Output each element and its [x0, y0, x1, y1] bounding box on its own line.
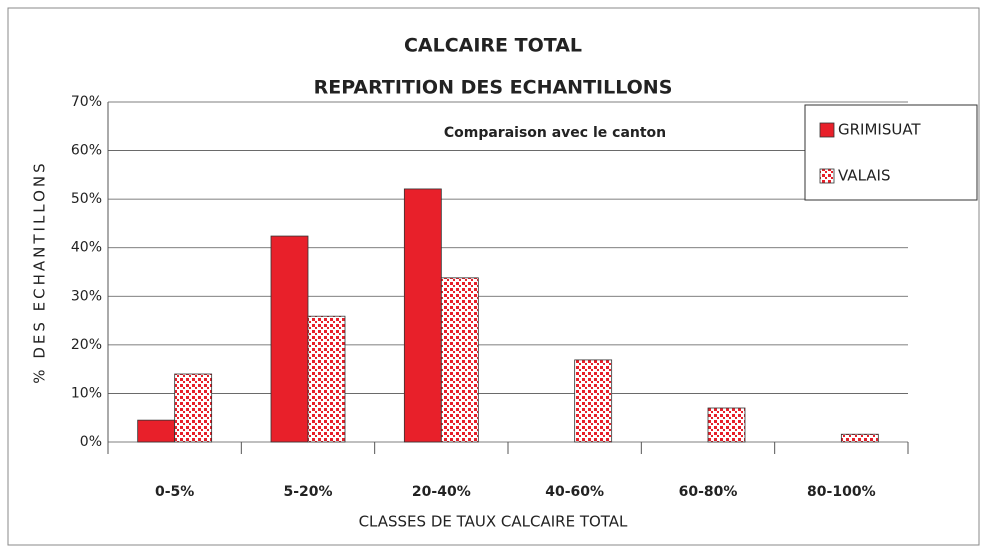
x-tick-label: 0-5%	[155, 484, 194, 500]
chart-subtitle: REPARTITION DES ECHANTILLONS	[314, 77, 673, 99]
y-tick-label: 0%	[80, 434, 102, 450]
bar	[707, 407, 746, 443]
bar	[840, 433, 879, 443]
y-tick-label: 10%	[71, 385, 102, 401]
bar	[574, 359, 613, 443]
y-tick-label: 30%	[71, 288, 102, 304]
y-tick-label: 70%	[71, 94, 102, 110]
x-axis-label: CLASSES DE TAUX CALCAIRE TOTAL	[359, 513, 628, 531]
bar	[307, 315, 346, 443]
x-tick-label: 80-100%	[807, 484, 876, 500]
legend-label: GRIMISUAT	[838, 121, 921, 139]
y-tick-label: 20%	[71, 337, 102, 353]
bar	[403, 188, 442, 443]
bar	[137, 419, 176, 443]
x-tick-label: 5-20%	[283, 484, 332, 500]
bar	[440, 277, 479, 443]
y-tick-label: 50%	[71, 191, 102, 207]
x-tick-label: 40-60%	[545, 484, 604, 500]
legend-swatch	[819, 168, 835, 184]
y-axis-label: % DES ECHANTILLONS	[31, 160, 49, 383]
y-tick-label: 40%	[71, 240, 102, 256]
legend-swatch	[819, 122, 835, 138]
bar	[174, 373, 213, 443]
x-tick-label: 60-80%	[679, 484, 738, 500]
bar	[270, 235, 309, 443]
x-tick-label: 20-40%	[412, 484, 471, 500]
chart-title: CALCAIRE TOTAL	[404, 35, 582, 57]
legend-box	[804, 104, 978, 201]
frame	[7, 7, 980, 546]
y-tick-label: 60%	[71, 143, 102, 159]
annotation: Comparaison avec le canton	[444, 125, 666, 141]
legend-label: VALAIS	[838, 167, 890, 185]
